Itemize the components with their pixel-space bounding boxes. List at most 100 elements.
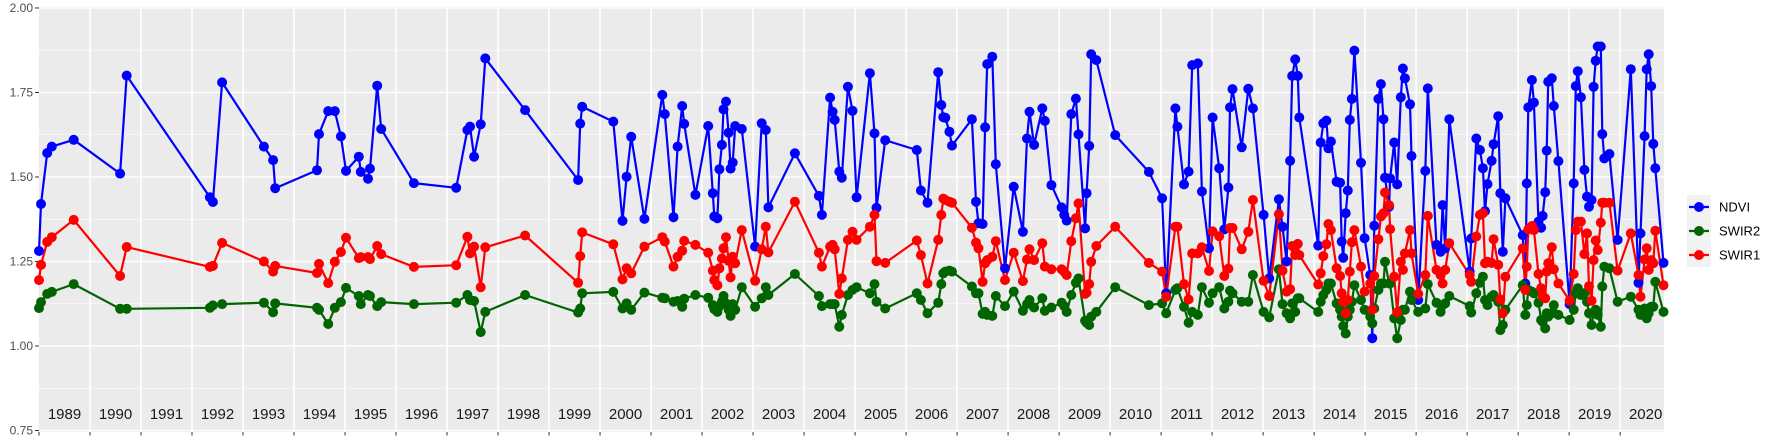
point-ndvi [813,190,824,201]
point-swir2 [1161,308,1172,319]
point-swir2 [408,299,419,310]
point-swir2 [1247,270,1258,280]
point-swir1 [1264,291,1275,301]
point-ndvi [736,124,747,134]
point-swir2 [1024,295,1035,305]
point-ndvi [1029,139,1040,150]
point-ndvi [1474,145,1485,155]
point-ndvi [1399,73,1410,84]
point-ndvi [217,77,228,88]
point-swir1 [1380,187,1390,198]
point-swir2 [1091,306,1102,317]
point-swir2 [836,309,847,320]
point-ndvi [1281,256,1292,267]
point-ndvi [36,199,46,209]
point-ndvi [372,80,383,91]
year-label: 2013 [1272,406,1305,423]
point-swir1 [659,236,670,247]
point-swir1 [1495,294,1506,305]
point-ndvi [68,134,79,145]
point-ndvi [1172,121,1183,132]
point-ndvi [1646,81,1657,92]
point-swir1 [1406,248,1417,259]
point-swir1 [451,260,462,271]
point-swir2 [1192,309,1203,320]
point-swir1 [1579,249,1590,260]
point-swir1 [1373,234,1384,245]
point-ndvi [1024,106,1035,117]
point-swir2 [1392,333,1403,344]
point-ndvi [1493,111,1504,122]
point-ndvi [1080,223,1091,234]
point-ndvi [980,122,991,133]
point-ndvi [947,140,957,151]
point-swir1 [1179,279,1189,290]
point-ndvi [1395,92,1406,103]
point-swir1 [1540,293,1551,304]
point-swir1 [1236,244,1247,255]
year-label: 2018 [1527,406,1560,423]
point-swir1 [36,259,46,270]
point-swir1 [947,197,957,208]
point-swir2 [1313,306,1324,317]
point-ndvi [1017,226,1028,237]
point-swir1 [1392,307,1403,318]
point-ndvi [312,165,322,176]
point-swir1 [668,261,679,272]
point-swir1 [575,251,586,262]
point-swir2 [1356,295,1366,305]
point-swir2 [1367,318,1378,329]
point-ndvi [723,127,734,138]
point-swir1 [1247,195,1258,205]
point-swir1 [573,277,584,288]
point-ndvi [335,131,346,142]
y-axis: 0.75 1.00 1.25 1.50 1.75 2.00 [10,1,39,438]
point-ndvi [469,151,480,162]
gridlines [39,7,1664,432]
point-ndvi [575,118,586,129]
point-swir2 [1359,304,1370,315]
point-swir1 [1395,256,1406,267]
point-ndvi [847,105,858,116]
point-swir2 [750,301,761,312]
point-swir1 [1081,287,1092,298]
point-swir2 [575,303,586,314]
point-swir1 [329,256,340,267]
point-ndvi [1183,166,1194,177]
y-tick-label: 1.50 [10,170,34,184]
point-swir1 [1500,271,1511,282]
point-ndvi [480,53,491,64]
point-swir2 [1604,263,1615,274]
point-ndvi [1091,55,1102,66]
point-ndvi [922,197,933,208]
point-swir1 [1204,266,1214,276]
legend: NDVI SWIR2 SWIR1 [1687,195,1760,267]
point-swir2 [475,327,486,338]
point-swir2 [1084,320,1095,330]
point-swir1 [626,268,637,279]
point-swir1 [1588,255,1599,266]
point-swir2 [1073,273,1084,284]
point-ndvi [677,101,688,111]
point-ndvi [1214,163,1225,174]
point-swir1 [46,232,57,243]
year-label: 2002 [711,406,744,423]
point-swir1 [1369,271,1380,281]
point-ndvi [836,172,847,183]
point-ndvi [1046,180,1057,191]
point-swir2 [990,291,1001,301]
point-swir2 [1586,320,1597,330]
point-swir1 [1024,244,1035,255]
point-swir1 [1528,225,1539,236]
y-tick-label: 2.00 [10,1,34,15]
point-swir1 [1161,291,1172,302]
point-ndvi [971,196,981,207]
point-swir1 [1073,198,1084,209]
point-ndvi [1486,155,1497,166]
point-swir1 [1517,243,1528,254]
point-ndvi [1643,49,1654,60]
point-swir2 [355,299,366,310]
point-swir1 [1091,241,1102,251]
point-swir1 [1378,208,1389,219]
point-swir1 [1340,308,1351,319]
